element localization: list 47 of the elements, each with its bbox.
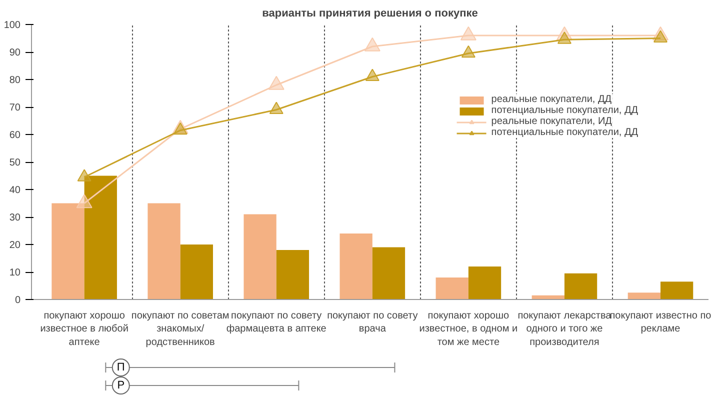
legend-label: реальные покупатели, ДД bbox=[491, 94, 612, 105]
bar bbox=[84, 176, 117, 300]
point bbox=[460, 26, 476, 40]
y-tick-label: 70 bbox=[9, 102, 21, 114]
bar bbox=[52, 203, 84, 300]
point bbox=[173, 122, 188, 135]
x-tick-label: покупают по совету врача bbox=[327, 310, 418, 335]
bar bbox=[660, 282, 694, 300]
x-tick-label: покупают известно по рекламе bbox=[610, 310, 712, 335]
legend-label: реальные покупатели, ИД bbox=[491, 116, 612, 127]
bar bbox=[244, 214, 276, 300]
point bbox=[364, 37, 380, 52]
bar bbox=[372, 247, 406, 300]
y-tick-label: 90 bbox=[9, 48, 21, 58]
point bbox=[76, 194, 92, 208]
x-tick-label: покупают хорошо известное, в одном и том же месте bbox=[419, 310, 518, 348]
y-tick-label: 80 bbox=[9, 75, 21, 86]
y-tick-label: 40 bbox=[9, 185, 21, 196]
point bbox=[557, 32, 572, 44]
point bbox=[269, 102, 284, 114]
bar bbox=[468, 266, 502, 300]
bar bbox=[436, 278, 468, 300]
y-tick-label: 0 bbox=[14, 295, 21, 306]
legend-label: потенциальные покупатели, ДД bbox=[491, 127, 638, 138]
y-tick-label: 60 bbox=[9, 130, 21, 141]
point bbox=[365, 68, 380, 82]
x-tick-label: покупают хорошо известное в любой аптеке bbox=[40, 310, 128, 348]
chart-title: варианты принятия решения о покупке bbox=[262, 8, 478, 20]
bar bbox=[148, 203, 180, 300]
point bbox=[268, 76, 284, 90]
y-tick-label: 100 bbox=[4, 20, 21, 31]
y-tick-label: 10 bbox=[9, 268, 21, 278]
text: Р bbox=[117, 380, 125, 392]
y-tick-label: 30 bbox=[9, 212, 21, 224]
bar bbox=[276, 250, 310, 300]
point bbox=[653, 30, 668, 43]
bar bbox=[628, 292, 660, 300]
y-tick-label: 50 bbox=[9, 158, 21, 168]
y-tick-label: 20 bbox=[9, 240, 21, 251]
point bbox=[77, 169, 92, 182]
legend-label: потенциальные покупатели, ДД bbox=[491, 105, 638, 116]
bar bbox=[564, 273, 598, 300]
x-tick-label: покупают лекарства одного и того же производителя bbox=[518, 310, 612, 348]
bar bbox=[180, 244, 213, 300]
point bbox=[461, 45, 476, 58]
bar bbox=[340, 234, 372, 300]
text: П bbox=[116, 362, 125, 374]
